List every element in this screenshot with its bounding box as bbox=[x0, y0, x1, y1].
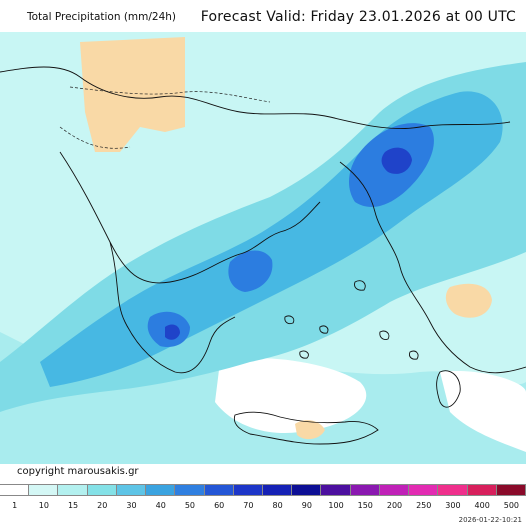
legend-tick-label: 10 bbox=[38, 501, 49, 510]
dry-area-east bbox=[445, 283, 492, 318]
legend-swatch bbox=[146, 484, 176, 496]
legend-tick-label: 15 bbox=[67, 501, 79, 510]
legend-swatch bbox=[116, 484, 147, 496]
borders bbox=[59, 86, 271, 149]
legend-tick-label: 80 bbox=[272, 501, 283, 510]
legend-tick-label: 60 bbox=[214, 501, 225, 510]
border-west bbox=[59, 126, 131, 149]
legend-tick-label: 1 bbox=[12, 501, 18, 510]
legend-tick-label: 20 bbox=[97, 501, 108, 510]
legend-tick-label: 70 bbox=[243, 501, 254, 510]
copyright-text: copyright marousakis.gr bbox=[17, 466, 139, 477]
legend-swatch bbox=[321, 484, 351, 496]
legend-swatch bbox=[467, 484, 497, 496]
precip-very-heavy-2 bbox=[165, 324, 180, 340]
coastline-crete bbox=[233, 411, 379, 445]
low-precip-southwest bbox=[440, 371, 526, 452]
forecast-valid-label: Forecast Valid: Friday 23.01.2026 at 00 … bbox=[200, 9, 516, 25]
precipitation-map bbox=[0, 32, 526, 464]
legend-swatch bbox=[87, 484, 117, 496]
legend-tick-label: 400 bbox=[474, 501, 490, 510]
low-precip-south bbox=[215, 358, 367, 433]
legend-tick-label: 90 bbox=[301, 501, 312, 510]
dry-area-crete bbox=[295, 420, 325, 440]
header: Total Precipitation (mm/24h) Forecast Va… bbox=[0, 0, 526, 32]
legend-swatch bbox=[29, 484, 59, 496]
dry-area-north bbox=[80, 37, 185, 152]
legend-swatch bbox=[379, 484, 410, 496]
legend-tick-label: 40 bbox=[155, 501, 166, 510]
border-north bbox=[69, 86, 271, 103]
coastline-islands bbox=[284, 280, 461, 408]
legend-tick-label: 100 bbox=[328, 501, 344, 510]
legend-tick-label: 200 bbox=[386, 501, 403, 510]
legend-swatch bbox=[204, 484, 234, 496]
legend-swatch bbox=[175, 484, 205, 496]
legend-swatch bbox=[350, 484, 380, 496]
generation-timestamp: 2026-01-22-10:21 bbox=[458, 516, 522, 524]
legend-swatch bbox=[438, 484, 468, 496]
legend-swatch bbox=[292, 484, 322, 496]
legend-swatch bbox=[233, 484, 263, 496]
legend-tick-label: 500 bbox=[503, 501, 520, 510]
coastline-mainland bbox=[0, 66, 511, 374]
legend-swatch bbox=[496, 484, 526, 496]
legend-ticks: 1 10 15 20 30 40 50 60 70 80 90 100 150 200 250 300 400 5… bbox=[0, 501, 526, 513]
legend-tick-label: 150 bbox=[357, 501, 373, 510]
legend-swatch bbox=[262, 484, 293, 496]
precip-heavy-central bbox=[228, 250, 273, 292]
legend-swatch bbox=[58, 484, 88, 496]
precip-very-heavy-1 bbox=[381, 147, 412, 174]
legend-swatch bbox=[409, 484, 439, 496]
map-title: Total Precipitation (mm/24h) bbox=[27, 11, 177, 23]
legend-tick-label: 50 bbox=[184, 501, 196, 510]
coastlines bbox=[0, 66, 526, 445]
legend-swatch bbox=[0, 484, 30, 496]
coastline-turkey bbox=[339, 161, 526, 374]
legend-tick-label: 30 bbox=[126, 501, 137, 510]
legend-tick-label: 250 bbox=[416, 501, 432, 510]
legend-tick-label: 300 bbox=[445, 501, 461, 510]
precipitation-legend bbox=[0, 484, 526, 498]
